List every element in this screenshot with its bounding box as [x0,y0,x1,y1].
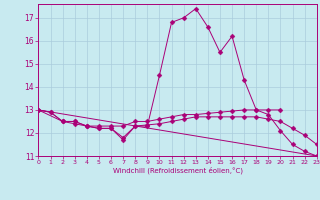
X-axis label: Windchill (Refroidissement éolien,°C): Windchill (Refroidissement éolien,°C) [113,167,243,174]
